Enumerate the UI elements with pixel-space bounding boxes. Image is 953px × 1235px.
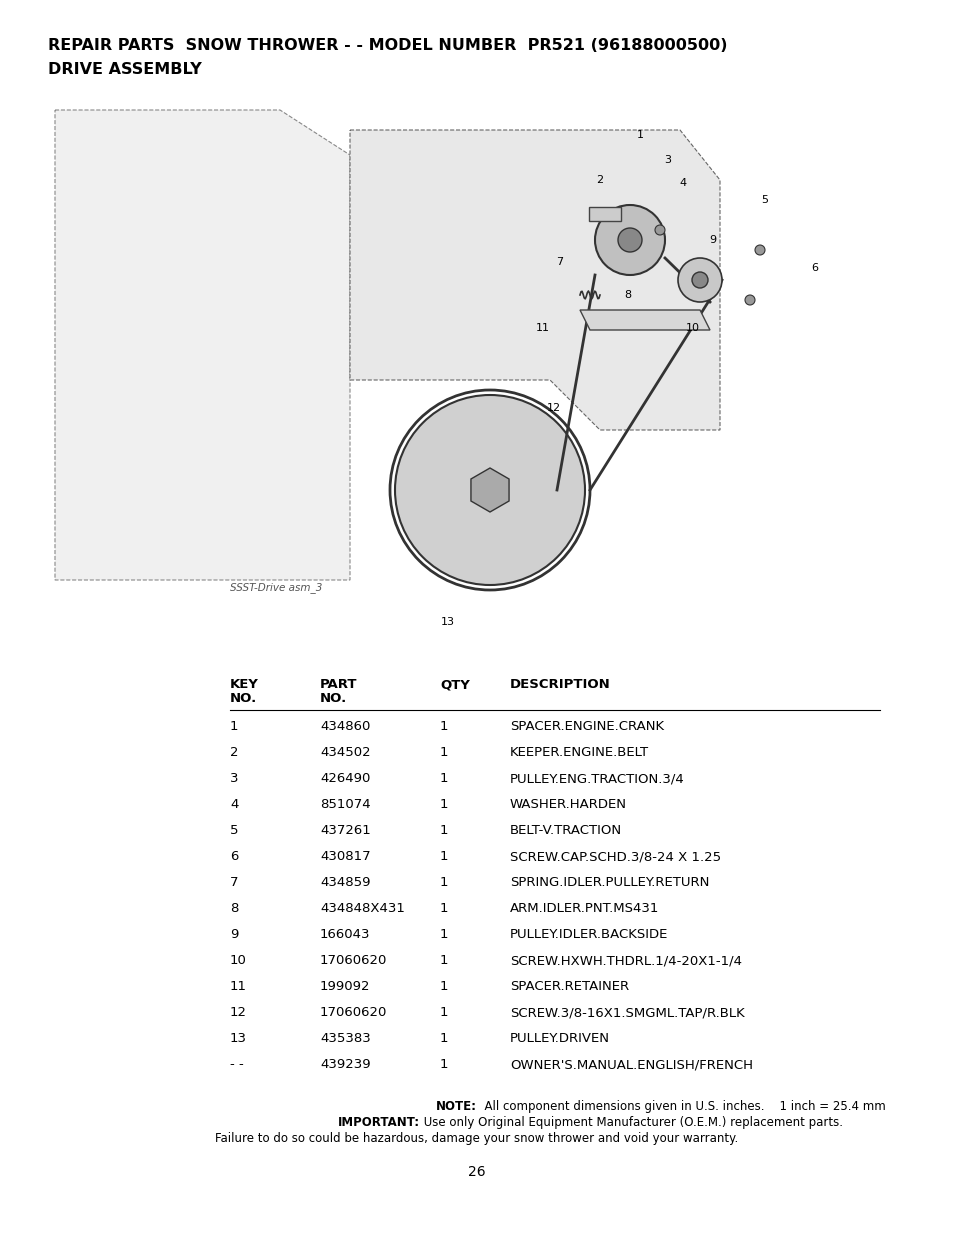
Text: 1: 1 <box>636 130 643 140</box>
Polygon shape <box>471 468 509 513</box>
Circle shape <box>744 295 754 305</box>
Text: 12: 12 <box>230 1007 247 1019</box>
Text: 1: 1 <box>439 981 448 993</box>
Text: 3: 3 <box>230 772 238 785</box>
Text: 1: 1 <box>439 953 448 967</box>
Text: 12: 12 <box>546 403 560 412</box>
Text: 9: 9 <box>230 927 238 941</box>
Circle shape <box>691 272 707 288</box>
Text: SPRING.IDLER.PULLEY.RETURN: SPRING.IDLER.PULLEY.RETURN <box>510 876 709 889</box>
Text: 199092: 199092 <box>319 981 370 993</box>
Text: KEY: KEY <box>230 678 258 692</box>
Text: 166043: 166043 <box>319 927 370 941</box>
Text: 7: 7 <box>230 876 238 889</box>
Text: 435383: 435383 <box>319 1032 371 1045</box>
Text: 1: 1 <box>439 824 448 837</box>
Text: 2: 2 <box>596 175 603 185</box>
Circle shape <box>475 475 504 505</box>
Text: SCREW.3/8-16X1.SMGML.TAP/R.BLK: SCREW.3/8-16X1.SMGML.TAP/R.BLK <box>510 1007 744 1019</box>
Text: 1: 1 <box>439 1007 448 1019</box>
Circle shape <box>618 228 641 252</box>
Text: PART: PART <box>319 678 357 692</box>
Text: SPACER.ENGINE.CRANK: SPACER.ENGINE.CRANK <box>510 720 663 734</box>
Text: 5: 5 <box>230 824 238 837</box>
Text: PULLEY.DRIVEN: PULLEY.DRIVEN <box>510 1032 609 1045</box>
Text: 437261: 437261 <box>319 824 371 837</box>
FancyBboxPatch shape <box>40 90 909 650</box>
Text: 3: 3 <box>664 156 671 165</box>
Text: 11: 11 <box>536 324 550 333</box>
Text: 434848X431: 434848X431 <box>319 902 404 915</box>
Text: SCREW.CAP.SCHD.3/8-24 X 1.25: SCREW.CAP.SCHD.3/8-24 X 1.25 <box>510 850 720 863</box>
Text: 1: 1 <box>439 850 448 863</box>
Text: 13: 13 <box>230 1032 247 1045</box>
Text: 5: 5 <box>760 195 768 205</box>
Text: 8: 8 <box>624 290 631 300</box>
Text: 1: 1 <box>230 720 238 734</box>
Text: 1: 1 <box>439 772 448 785</box>
Text: WASHER.HARDEN: WASHER.HARDEN <box>510 798 626 811</box>
Circle shape <box>595 205 664 275</box>
Text: 6: 6 <box>230 850 238 863</box>
Text: 434859: 434859 <box>319 876 370 889</box>
FancyBboxPatch shape <box>588 207 620 221</box>
Text: Failure to do so could be hazardous, damage your snow thrower and void your warr: Failure to do so could be hazardous, dam… <box>215 1132 738 1145</box>
Text: NO.: NO. <box>230 692 257 705</box>
Text: IMPORTANT:: IMPORTANT: <box>337 1116 419 1129</box>
Text: 1: 1 <box>439 746 448 760</box>
Text: Use only Original Equipment Manufacturer (O.E.M.) replacement parts.: Use only Original Equipment Manufacturer… <box>419 1116 842 1129</box>
Circle shape <box>655 225 664 235</box>
Text: 6: 6 <box>811 263 818 273</box>
Text: REPAIR PARTS  SNOW THROWER - - MODEL NUMBER  PR521 (96188000500): REPAIR PARTS SNOW THROWER - - MODEL NUMB… <box>48 38 727 53</box>
Polygon shape <box>350 130 720 430</box>
Text: SCREW.HXWH.THDRL.1/4-20X1-1/4: SCREW.HXWH.THDRL.1/4-20X1-1/4 <box>510 953 741 967</box>
Text: 1: 1 <box>439 876 448 889</box>
Text: SPACER.RETAINER: SPACER.RETAINER <box>510 981 628 993</box>
Polygon shape <box>55 110 350 580</box>
Text: 11: 11 <box>230 981 247 993</box>
Text: PULLEY.ENG.TRACTION.3/4: PULLEY.ENG.TRACTION.3/4 <box>510 772 684 785</box>
Text: 1: 1 <box>439 1058 448 1071</box>
Text: All component dimensions given in U.S. inches.    1 inch = 25.4 mm: All component dimensions given in U.S. i… <box>476 1100 884 1113</box>
Text: ARM.IDLER.PNT.MS431: ARM.IDLER.PNT.MS431 <box>510 902 659 915</box>
Text: 1: 1 <box>439 798 448 811</box>
Text: BELT-V.TRACTION: BELT-V.TRACTION <box>510 824 621 837</box>
Text: 26: 26 <box>468 1165 485 1179</box>
Circle shape <box>395 395 584 585</box>
Text: 426490: 426490 <box>319 772 370 785</box>
Text: 8: 8 <box>230 902 238 915</box>
Circle shape <box>754 245 764 254</box>
Text: NOTE:: NOTE: <box>436 1100 476 1113</box>
Text: 13: 13 <box>440 618 455 627</box>
Text: OWNER'S.MANUAL.ENGLISH/FRENCH: OWNER'S.MANUAL.ENGLISH/FRENCH <box>510 1058 752 1071</box>
Text: 10: 10 <box>685 324 700 333</box>
Circle shape <box>678 258 721 303</box>
Text: 434502: 434502 <box>319 746 370 760</box>
Text: 9: 9 <box>709 235 716 245</box>
Text: 7: 7 <box>556 257 563 267</box>
Text: DESCRIPTION: DESCRIPTION <box>510 678 610 692</box>
Text: 430817: 430817 <box>319 850 370 863</box>
Text: 439239: 439239 <box>319 1058 370 1071</box>
Text: 1: 1 <box>439 720 448 734</box>
Text: DRIVE ASSEMBLY: DRIVE ASSEMBLY <box>48 62 201 77</box>
Text: NO.: NO. <box>319 692 347 705</box>
Text: 2: 2 <box>230 746 238 760</box>
Text: 1: 1 <box>439 1032 448 1045</box>
Text: 17060620: 17060620 <box>319 1007 387 1019</box>
Text: 434860: 434860 <box>319 720 370 734</box>
Text: 10: 10 <box>230 953 247 967</box>
Text: KEEPER.ENGINE.BELT: KEEPER.ENGINE.BELT <box>510 746 648 760</box>
Text: 1: 1 <box>439 927 448 941</box>
Polygon shape <box>579 310 709 330</box>
Text: SSST-Drive asm_3: SSST-Drive asm_3 <box>230 582 322 593</box>
Text: QTY: QTY <box>439 678 470 692</box>
Text: PULLEY.IDLER.BACKSIDE: PULLEY.IDLER.BACKSIDE <box>510 927 668 941</box>
Text: - -: - - <box>230 1058 244 1071</box>
Text: 1: 1 <box>439 902 448 915</box>
Text: 4: 4 <box>679 178 686 188</box>
Text: 851074: 851074 <box>319 798 370 811</box>
Text: 17060620: 17060620 <box>319 953 387 967</box>
Text: 4: 4 <box>230 798 238 811</box>
